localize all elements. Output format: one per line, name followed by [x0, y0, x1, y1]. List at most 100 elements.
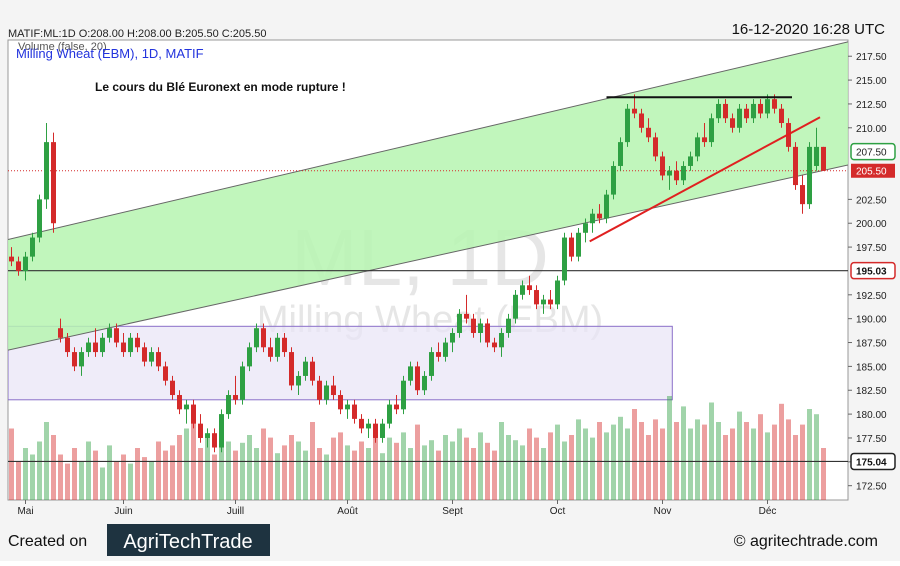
- candle-body: [681, 165, 686, 181]
- candle-body: [310, 361, 315, 381]
- volume-bar: [653, 419, 658, 500]
- volume-bar: [303, 450, 308, 500]
- candle-body: [800, 185, 805, 205]
- volume-bar: [352, 450, 357, 500]
- volume-bar: [170, 445, 175, 500]
- volume-bar: [254, 448, 259, 500]
- candle-body: [492, 342, 497, 348]
- candle-body: [387, 404, 392, 424]
- volume-bar: [681, 406, 686, 500]
- y-tick-label: 210.00: [856, 124, 887, 135]
- candle-body: [541, 299, 546, 305]
- volume-bar: [37, 441, 42, 500]
- candle-body: [233, 395, 238, 400]
- volume-bar: [317, 448, 322, 500]
- volume-bar: [135, 448, 140, 500]
- price-tag: 175.04: [856, 457, 887, 468]
- channel-line: [8, 164, 848, 351]
- volume-bar: [555, 424, 560, 500]
- candle-body: [618, 142, 623, 166]
- candle-body: [9, 256, 14, 262]
- volume-bar: [541, 448, 546, 500]
- volume-bar: [338, 432, 343, 500]
- x-tick-label: Sept: [442, 506, 463, 517]
- volume-bar: [387, 437, 392, 500]
- candle-body: [212, 433, 217, 448]
- volume-bar: [660, 428, 665, 500]
- candle-body: [121, 342, 126, 353]
- x-tick-label: Mai: [17, 506, 33, 517]
- volume-label: Volume (false, 20): [18, 41, 107, 53]
- y-tick-label: 217.50: [856, 52, 887, 63]
- candle-body: [30, 237, 35, 257]
- candle-body: [555, 280, 560, 305]
- volume-bar: [807, 409, 812, 500]
- price-tag-box: [850, 142, 896, 161]
- candle-body: [506, 318, 511, 333]
- candle-body: [289, 352, 294, 386]
- candle-body: [548, 299, 553, 305]
- candle-body: [142, 347, 147, 362]
- volume-bar: [114, 461, 119, 500]
- volume-bar: [611, 424, 616, 500]
- channel-line: [8, 41, 848, 240]
- price-tag-box: [850, 452, 896, 471]
- candle-body: [303, 361, 308, 376]
- volume-bar: [709, 402, 714, 500]
- volume-bar: [65, 463, 70, 500]
- candle-body: [625, 108, 630, 143]
- x-tick-label: Nov: [654, 506, 672, 517]
- candle-body: [702, 137, 707, 143]
- candle-body: [499, 332, 504, 348]
- volume-bar: [72, 448, 77, 500]
- candle-body: [93, 342, 98, 353]
- price-tag: 195.03: [856, 267, 887, 278]
- candle-body: [37, 199, 42, 238]
- volume-bar: [128, 463, 133, 500]
- candle-body: [611, 165, 616, 195]
- volume-bar: [730, 428, 735, 500]
- candle-body: [79, 352, 84, 367]
- candle-body: [268, 347, 273, 357]
- candle-body: [646, 127, 651, 138]
- volume-bar: [688, 428, 693, 500]
- volume-bar: [814, 414, 819, 500]
- volume-bar: [443, 435, 448, 500]
- volume-bar: [492, 450, 497, 500]
- volume-bar: [772, 424, 777, 500]
- candle-body: [135, 337, 140, 348]
- volume-bar: [212, 454, 217, 500]
- candle-body: [58, 328, 63, 338]
- volume-bar: [345, 445, 350, 500]
- candle-body: [275, 337, 280, 357]
- y-tick-label: 187.50: [856, 339, 887, 350]
- candle-body: [513, 294, 518, 319]
- volume-bar: [429, 440, 434, 500]
- candle-body: [107, 328, 112, 338]
- candle-body: [170, 380, 175, 396]
- volume-bar: [793, 435, 798, 500]
- volume-bar: [51, 435, 56, 500]
- candle-body: [72, 352, 77, 367]
- candle-body: [415, 366, 420, 391]
- volume-bar: [282, 445, 287, 500]
- volume-bar: [184, 428, 189, 500]
- candle-body: [65, 337, 70, 353]
- x-tick-label: Oct: [550, 506, 566, 517]
- candle-body: [184, 404, 189, 410]
- annotation: Le cours du Blé Euronext en mode rupture…: [95, 80, 346, 94]
- volume-bar: [233, 450, 238, 500]
- volume-bar: [366, 448, 371, 500]
- volume-bar: [394, 442, 399, 500]
- volume-bar: [408, 448, 413, 500]
- candle-body: [765, 99, 770, 114]
- candle-body: [352, 404, 357, 419]
- candle-body: [401, 380, 406, 410]
- candle-body: [51, 142, 56, 224]
- volume-bar: [107, 445, 112, 500]
- volume-bar: [324, 454, 329, 500]
- candle-body: [604, 194, 609, 219]
- candle-body: [429, 352, 434, 376]
- candle-body: [149, 352, 154, 362]
